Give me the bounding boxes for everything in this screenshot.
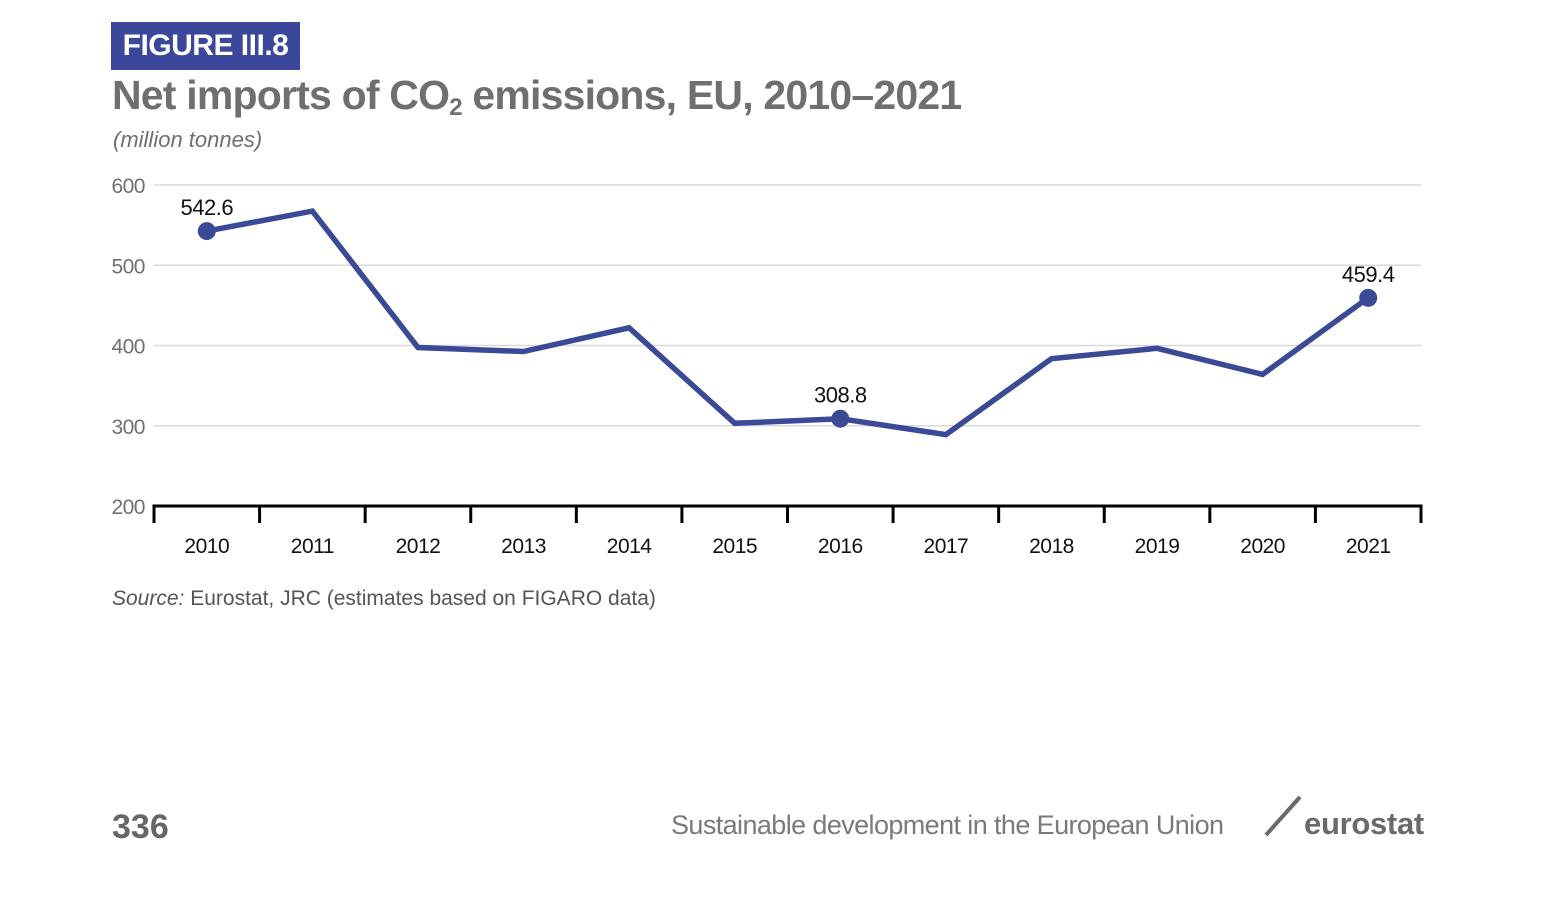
x-tick-label: 2021 — [1346, 535, 1391, 558]
x-tick-label: 2017 — [924, 535, 969, 558]
source-label: Source: — [112, 587, 185, 610]
x-tick-label: 2014 — [607, 535, 653, 558]
series-line — [206, 208, 1370, 438]
publication-title: Sustainable development in the European … — [671, 810, 1224, 840]
y-axis-ticks: 200 300 400 500 600 — [111, 175, 145, 519]
y-tick-label: 200 — [111, 496, 145, 519]
data-point-marker — [197, 222, 216, 241]
x-tick-label: 2010 — [184, 535, 229, 558]
series-line-group — [197, 208, 1378, 438]
line-chart: 200 300 400 500 600 2010 2011 2012 2013 2014 2015… — [111, 175, 1423, 558]
x-tick-label: 2016 — [818, 535, 863, 558]
y-tick-label: 500 — [111, 255, 145, 278]
chart-subtitle: (million tonnes) — [113, 127, 263, 152]
gridlines — [154, 184, 1421, 427]
x-tick-label: 2015 — [712, 535, 757, 558]
data-label: 308.8 — [814, 383, 867, 408]
y-tick-label: 600 — [111, 175, 145, 198]
data-point-marker — [1359, 288, 1378, 307]
title-subscript: 2 — [449, 94, 462, 121]
source-text: Eurostat, JRC (estimates based on FIGARO… — [184, 587, 656, 610]
x-tick-label: 2011 — [291, 535, 334, 558]
chart-title: Net imports of CO2 emissions, EU, 2010–2… — [112, 72, 962, 122]
y-tick-label: 300 — [111, 416, 145, 439]
x-axis: 2010 2011 2012 2013 2014 2015 2016 2017 2018 2019… — [152, 504, 1423, 558]
y-tick-label: 400 — [111, 336, 145, 359]
page-number: 336 — [112, 808, 169, 846]
title-rest: emissions, EU, 2010–2021 — [461, 72, 962, 118]
slash-icon — [1264, 795, 1302, 837]
x-tick-label: 2013 — [501, 535, 546, 558]
data-label: 459.4 — [1342, 262, 1395, 287]
figure-label: FIGURE III.8 — [111, 22, 300, 70]
x-tick-label: 2019 — [1135, 535, 1180, 558]
x-tick-label: 2012 — [396, 535, 441, 558]
eurostat-logo: eurostat — [1304, 806, 1424, 841]
data-label: 542.6 — [181, 195, 234, 220]
data-labels: 542.6 308.8 459.4 — [181, 195, 1396, 408]
data-point-marker — [831, 409, 850, 428]
x-tick-label: 2018 — [1029, 535, 1074, 558]
x-tick-label: 2020 — [1240, 535, 1285, 558]
source-note: Source: Eurostat, JRC (estimates based o… — [112, 587, 656, 611]
title-main: Net imports of CO — [112, 72, 450, 118]
